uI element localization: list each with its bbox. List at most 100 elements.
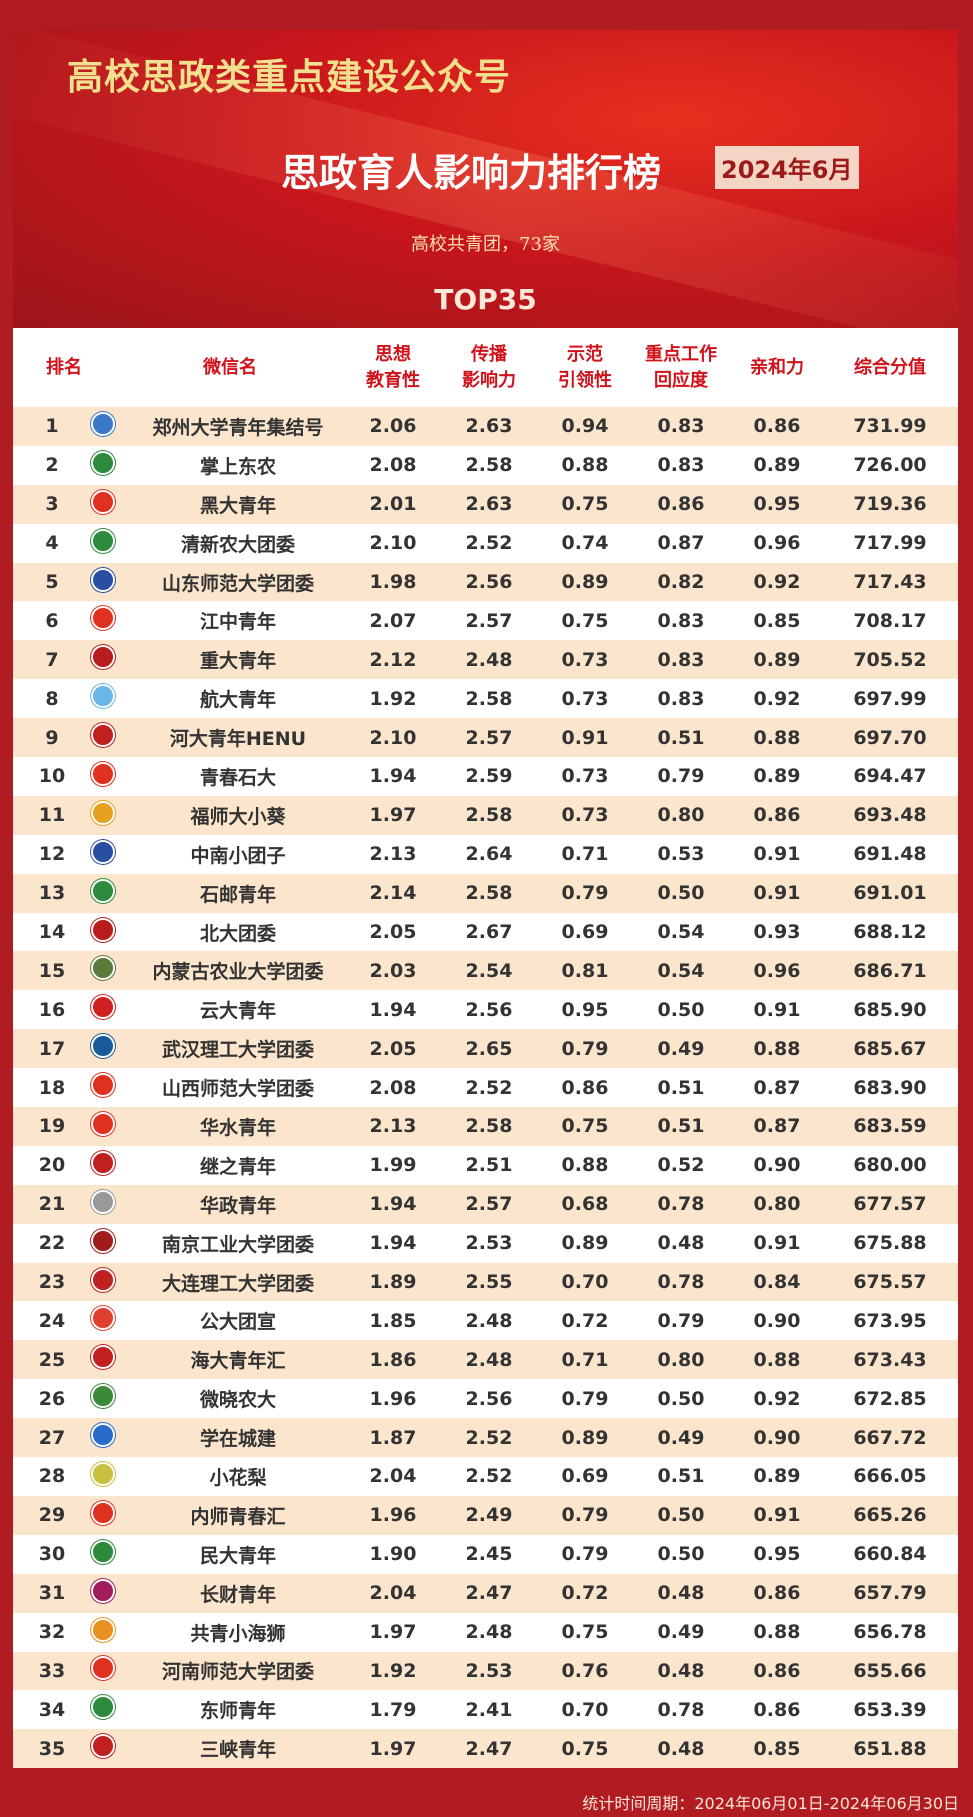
table-row: 18 山西师范大学团委 2.08 2.52 0.86 0.51 0.87 683.90 <box>13 1068 958 1107</box>
total-score: 697.70 <box>853 726 927 749</box>
logo-cell <box>91 684 131 713</box>
account-name: 黑大青年 <box>199 494 276 517</box>
account-logo-icon <box>91 1345 115 1370</box>
account-name: 学在城建 <box>199 1428 276 1451</box>
total-score: 717.99 <box>853 532 927 555</box>
demonstration: 0.73 <box>561 648 609 671</box>
spread-influence: 2.51 <box>465 1154 513 1177</box>
account-name: 长财青年 <box>199 1583 276 1606</box>
key-work-response: 0.78 <box>657 1698 705 1721</box>
total-score: 675.57 <box>853 1271 927 1294</box>
thought-education: 2.13 <box>369 1115 417 1138</box>
affinity: 0.86 <box>753 804 801 827</box>
table-row: 1 郑州大学青年集结号 2.06 2.63 0.94 0.83 0.86 731.99 <box>13 407 958 446</box>
table-row: 30 民大青年 1.90 2.45 0.79 0.50 0.95 660.84 <box>13 1535 958 1574</box>
thought-education: 1.92 <box>369 687 417 710</box>
affinity: 0.86 <box>753 415 801 438</box>
key-work-response: 0.78 <box>657 1193 705 1216</box>
spread-influence: 2.53 <box>465 1232 513 1255</box>
rank: 24 <box>38 1309 66 1332</box>
affinity: 0.89 <box>753 765 801 788</box>
account-logo-icon <box>91 1656 115 1681</box>
spread-influence: 2.52 <box>465 1465 513 1488</box>
logo-cell <box>91 1734 131 1763</box>
total-score: 653.39 <box>853 1698 927 1721</box>
main-title: 思政育人影响力排行榜 <box>281 151 662 195</box>
key-work-response: 0.86 <box>657 493 705 516</box>
logo-cell <box>91 1539 131 1569</box>
table-row: 8 航大青年 1.92 2.58 0.73 0.83 0.92 697.99 <box>13 679 958 718</box>
key-work-response: 0.48 <box>657 1582 705 1605</box>
account-logo-icon <box>91 1539 115 1564</box>
thought-education: 2.12 <box>369 648 417 671</box>
spread-influence: 2.41 <box>465 1698 513 1721</box>
key-work-response: 0.51 <box>657 726 705 749</box>
demonstration: 0.75 <box>561 1737 609 1760</box>
total-score: 693.48 <box>853 804 927 827</box>
affinity: 0.91 <box>753 998 801 1021</box>
rank: 15 <box>38 959 66 982</box>
total-score: 677.57 <box>853 1193 927 1216</box>
spread-influence: 2.47 <box>465 1737 513 1760</box>
thought-education: 2.08 <box>369 454 417 477</box>
thought-education: 1.98 <box>369 571 417 593</box>
rank: 22 <box>38 1232 66 1255</box>
demonstration: 0.89 <box>561 1426 609 1449</box>
logo-cell <box>91 1345 131 1374</box>
column-header: 重点工作 回应度 <box>645 344 717 391</box>
logo-cell <box>91 878 131 908</box>
total-score: 656.78 <box>853 1621 927 1644</box>
rank: 34 <box>38 1698 66 1721</box>
thought-education: 2.13 <box>369 843 417 866</box>
demonstration: 0.73 <box>561 765 609 788</box>
table-row: 35 三峡青年 1.97 2.47 0.75 0.48 0.85 651.88 <box>13 1729 958 1769</box>
account-logo-icon <box>91 1578 115 1603</box>
demonstration: 0.75 <box>561 493 609 516</box>
demonstration: 0.73 <box>561 804 609 827</box>
affinity: 0.88 <box>753 1621 801 1644</box>
key-work-response: 0.79 <box>657 1309 705 1332</box>
thought-education: 1.89 <box>369 1271 417 1294</box>
thought-education: 2.03 <box>369 959 417 982</box>
account-name: 微晓农大 <box>199 1389 276 1412</box>
affinity: 0.89 <box>753 1465 801 1488</box>
demonstration: 0.79 <box>561 882 609 905</box>
rank: 8 <box>45 687 59 710</box>
spread-influence: 2.48 <box>465 1621 513 1644</box>
rank: 19 <box>38 1115 66 1138</box>
org-title: 高校思政类重点建设公众号 <box>67 57 512 98</box>
demonstration: 0.89 <box>561 1232 609 1255</box>
affinity: 0.88 <box>753 1348 801 1371</box>
affinity: 0.80 <box>753 1193 801 1216</box>
account-name: 福师大小葵 <box>190 805 286 828</box>
account-name: 海大青年汇 <box>190 1350 286 1373</box>
key-work-response: 0.48 <box>657 1659 705 1682</box>
ranking-table: 排名 微信名 思想 教育性 传播 影响力 示范 引领性 重点工作 回应度 亲和力 综合分值 1… <box>13 328 958 1769</box>
table-row: 13 石邮青年 2.14 2.58 0.79 0.50 0.91 691.01 <box>13 873 958 913</box>
total-score: 731.99 <box>853 415 927 438</box>
table-row: 32 共青小海狮 1.97 2.48 0.75 0.49 0.88 656.78 <box>13 1613 958 1652</box>
affinity: 0.91 <box>753 1232 801 1255</box>
total-score: 657.79 <box>853 1582 927 1605</box>
total-score: 697.99 <box>853 687 927 710</box>
spread-influence: 2.63 <box>465 415 513 438</box>
key-work-response: 0.80 <box>657 1348 705 1371</box>
affinity: 0.96 <box>753 959 801 982</box>
rank: 30 <box>38 1543 66 1566</box>
logo-cell <box>91 1423 131 1452</box>
logo-cell <box>91 1461 131 1491</box>
stat-period: 统计时间周期：2024年06月01日-2024年06月30日 <box>582 1794 959 1813</box>
table-row: 4 清新农大团委 2.10 2.52 0.74 0.87 0.96 717.99 <box>13 524 958 563</box>
logo-cell <box>91 1111 131 1141</box>
logo-cell <box>91 1228 131 1258</box>
thought-education: 1.79 <box>369 1698 417 1721</box>
demonstration: 0.70 <box>561 1271 609 1294</box>
rank: 26 <box>38 1387 66 1410</box>
thought-education: 1.97 <box>369 1621 417 1644</box>
account-logo-icon <box>91 684 115 709</box>
rank: 21 <box>38 1193 66 1216</box>
spread-influence: 2.58 <box>465 1115 513 1138</box>
column-header: 示范 引领性 <box>558 344 612 391</box>
demonstration: 0.88 <box>561 1154 609 1177</box>
table-row: 31 长财青年 2.04 2.47 0.72 0.48 0.86 657.79 <box>13 1573 958 1613</box>
